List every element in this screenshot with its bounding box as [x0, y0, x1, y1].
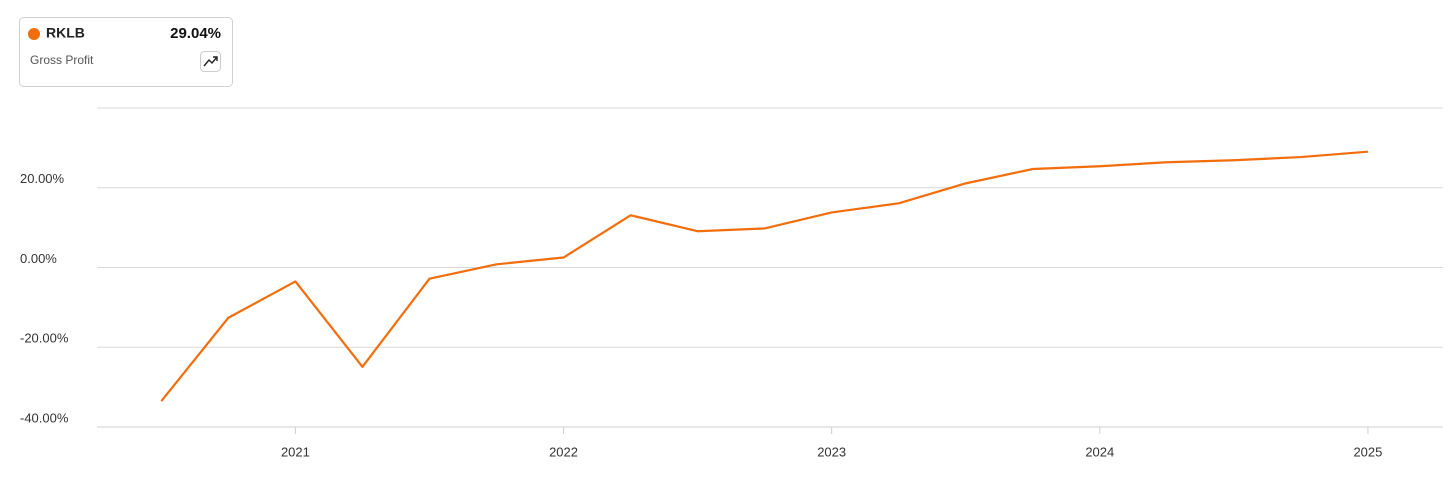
latest-value: 29.04% [170, 25, 221, 42]
trend-icon [203, 56, 218, 67]
y-tick-label: -20.00% [20, 331, 69, 346]
legend-dot [28, 28, 40, 40]
legend-label: RKLB [46, 25, 85, 41]
x-tick-label: 2024 [1085, 444, 1114, 459]
y-tick-label: -40.00% [20, 410, 69, 425]
y-tick-label: 0.00% [20, 251, 57, 266]
metric-label: Gross Profit [30, 53, 94, 67]
x-tick-label: 2025 [1353, 444, 1382, 459]
legend-card [19, 17, 233, 87]
x-tick-label: 2023 [817, 444, 846, 459]
line-series [160, 150, 1369, 402]
x-tick-label: 2021 [281, 444, 310, 459]
trend-button[interactable] [200, 51, 221, 72]
y-tick-label: 20.00% [20, 171, 65, 186]
x-tick-label: 2022 [549, 444, 578, 459]
